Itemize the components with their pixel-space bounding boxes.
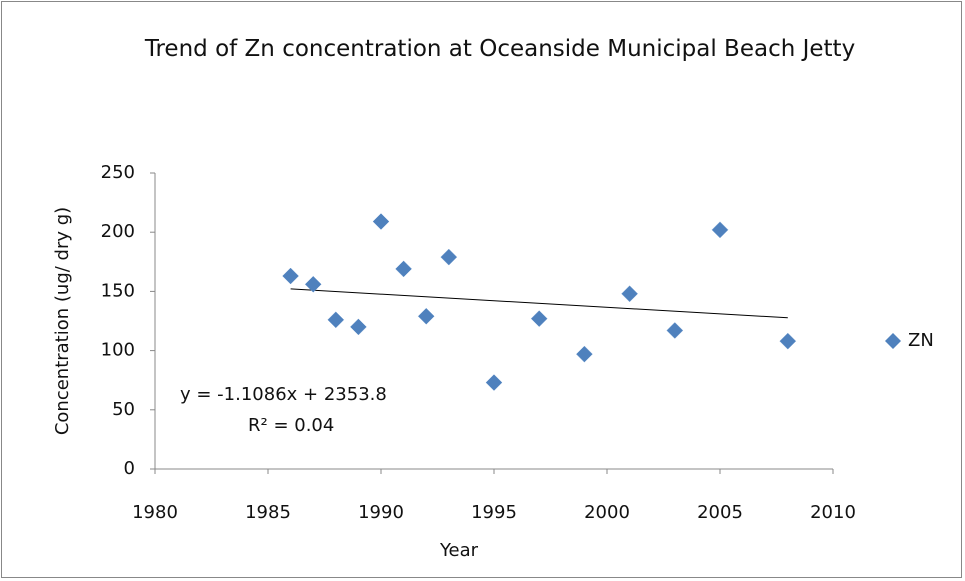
y-tick-label: 100 [101,340,135,361]
trend-equation: y = -1.1086x + 2353.8 [180,384,387,405]
x-tick-label: 1995 [471,502,517,523]
point [327,311,345,329]
point [711,221,729,239]
point [372,213,390,230]
legend-marker [885,333,901,349]
y-tick-label: 50 [112,399,135,420]
x-axis-title: Year [439,540,479,561]
point [666,322,684,339]
x-tick-label: 2010 [810,502,856,523]
x-tick-label: 1990 [358,502,404,523]
point [485,374,503,391]
x-tick-label: 2005 [697,502,743,523]
chart-title: Trend of Zn concentration at Oceanside M… [144,36,856,62]
trend-r2: R² = 0.04 [248,415,334,436]
point [621,285,638,303]
point [282,267,299,285]
x-tick-label: 1985 [245,502,291,523]
point [440,248,458,266]
point [417,307,435,325]
x-tick-label: 2000 [584,502,630,523]
legend-label: ZN [908,330,934,351]
x-tick-label: 1980 [132,502,178,523]
point [304,275,322,293]
y-tick-label: 150 [101,280,135,301]
y-tick-label: 0 [124,458,135,479]
point [530,310,548,327]
point [576,345,593,363]
y-tick-label: 250 [101,162,135,183]
trendline [290,288,788,319]
y-axis-title: Concentration (ug/ dry g) [52,207,73,435]
point [350,318,367,336]
y-tick-label: 200 [101,221,135,242]
point [395,260,412,278]
point [779,332,797,350]
